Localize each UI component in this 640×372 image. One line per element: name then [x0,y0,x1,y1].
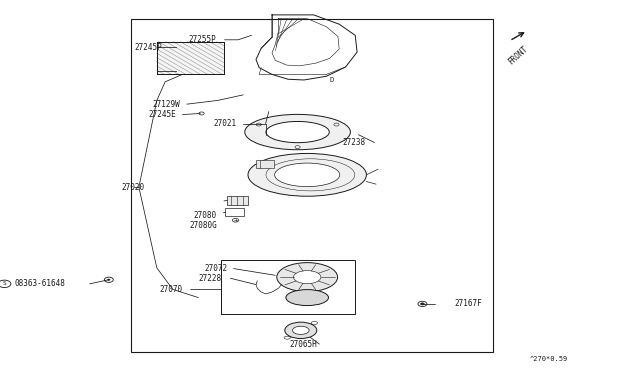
Text: 27065H: 27065H [290,340,317,349]
Text: FRONT: FRONT [506,45,529,67]
Bar [131,19,493,352]
Circle shape [420,303,424,305]
Text: 27167F: 27167F [454,299,482,308]
Ellipse shape [266,121,330,142]
Text: 27238: 27238 [342,138,365,147]
Ellipse shape [275,163,340,187]
Text: 27021: 27021 [213,119,236,128]
Ellipse shape [248,153,367,196]
Text: 27080: 27080 [193,211,216,219]
Text: 27020: 27020 [122,183,145,192]
Ellipse shape [286,290,328,305]
Bar [225,208,244,216]
Bar [221,260,355,314]
Ellipse shape [276,263,338,292]
Text: S: S [3,281,6,286]
Text: 27129W: 27129W [152,100,180,109]
Text: 27072: 27072 [205,264,228,273]
Text: 27245P: 27245P [134,43,162,52]
Text: 08363-61648: 08363-61648 [14,279,65,288]
Bar [227,196,248,205]
Bar [157,42,224,74]
Circle shape [108,279,110,280]
Text: 27245E: 27245E [148,110,176,119]
Text: 27070: 27070 [159,285,182,294]
Ellipse shape [285,322,317,339]
Ellipse shape [292,326,309,334]
Text: D: D [330,77,334,83]
Text: 27228: 27228 [198,274,221,283]
Text: ^270*0.59: ^270*0.59 [530,356,568,362]
Ellipse shape [245,114,351,150]
Ellipse shape [294,270,321,284]
Text: 27255P: 27255P [189,35,216,44]
Bar [256,160,274,168]
Text: 27080G: 27080G [189,221,217,230]
